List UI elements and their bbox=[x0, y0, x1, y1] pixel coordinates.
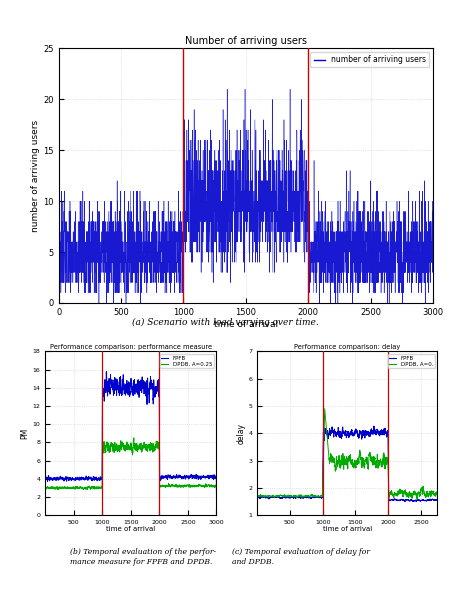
Legend: number of arriving users: number of arriving users bbox=[310, 52, 429, 67]
Title: Number of arriving users: Number of arriving users bbox=[185, 36, 307, 46]
X-axis label: time of arrival: time of arrival bbox=[322, 527, 372, 532]
Text: (c) Temporal evaluation of delay for
and DPDB.: (c) Temporal evaluation of delay for and… bbox=[232, 548, 370, 565]
Text: (a) Scenario with load varying over time.: (a) Scenario with load varying over time… bbox=[132, 318, 319, 327]
Y-axis label: delay: delay bbox=[236, 423, 245, 444]
X-axis label: time of arrival: time of arrival bbox=[106, 527, 156, 532]
Legend: FPFB, DPDB, A=0.25: FPFB, DPDB, A=0.25 bbox=[160, 355, 214, 368]
Y-axis label: number of arriving users: number of arriving users bbox=[32, 119, 41, 232]
Title: Performance comparison: performance measure: Performance comparison: performance meas… bbox=[50, 344, 212, 350]
Title: Performance comparison: delay: Performance comparison: delay bbox=[294, 344, 400, 350]
X-axis label: time of arrival: time of arrival bbox=[214, 319, 278, 328]
Legend: FPFB, DPDB, A=0.: FPFB, DPDB, A=0. bbox=[388, 355, 435, 368]
Y-axis label: PM: PM bbox=[21, 428, 30, 439]
Text: (b) Temporal evaluation of the perfor-
mance measure for FPFB and DPDB.: (b) Temporal evaluation of the perfor- m… bbox=[70, 548, 216, 565]
